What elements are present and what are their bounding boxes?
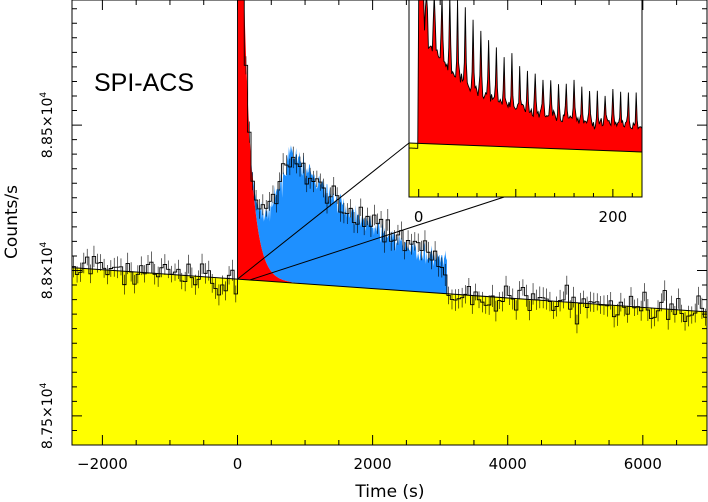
tick-marks xyxy=(72,0,707,446)
inset-emission-fill xyxy=(409,0,642,152)
panel-label: SPI-ACS xyxy=(94,69,194,97)
inset-x-ticks: 0 200 xyxy=(414,189,633,226)
y-tick-times: × xyxy=(40,115,56,127)
prompt-emission-fill xyxy=(237,0,292,283)
main-plot xyxy=(72,0,708,445)
inset-light-curve xyxy=(409,0,642,149)
plot-frame xyxy=(71,0,708,446)
y-tick-mantissa: 8.8 xyxy=(40,277,56,299)
y-tick-times: × xyxy=(40,406,56,418)
inset-background-fill xyxy=(409,143,642,197)
y-tick-base: 10 xyxy=(40,388,56,406)
inset-x-tick-label: 0 xyxy=(414,208,424,226)
y-tick-label: 8.85×104 xyxy=(39,92,56,159)
y-tick-label: 8.75×104 xyxy=(39,382,56,449)
y-tick-exponent: 4 xyxy=(39,241,49,247)
x-tick-label: −2000 xyxy=(77,455,128,473)
axis-ticks xyxy=(72,0,707,446)
y-tick-base: 10 xyxy=(40,247,56,265)
background-fill xyxy=(72,267,707,445)
y-tick-base: 10 xyxy=(40,98,56,116)
inset-x-tick-label: 200 xyxy=(599,208,628,226)
y-tick-mantissa: 8.85 xyxy=(40,127,56,158)
inset-tick-marks xyxy=(418,189,633,197)
background-model-line xyxy=(72,267,708,313)
zoom-line-start xyxy=(237,142,410,280)
x-tick-label: 2000 xyxy=(354,455,392,473)
y-tick-exponent: 4 xyxy=(39,382,49,388)
x-tick-label: 0 xyxy=(233,455,243,473)
inset-plot: 0 200 xyxy=(408,0,643,226)
error-bars xyxy=(73,56,706,334)
y-tick-mantissa: 8.75 xyxy=(40,418,56,449)
delayed-emission-fill xyxy=(251,144,447,294)
x-tick-labels: −2000 0 2000 4000 6000 xyxy=(77,455,662,473)
y-tick-label: 8.8×104 xyxy=(39,241,56,299)
y-tick-exponent: 4 xyxy=(39,92,49,98)
y-axis-title: Counts/s xyxy=(2,185,22,259)
inset-frame xyxy=(408,0,643,198)
x-tick-label: 6000 xyxy=(624,455,662,473)
y-tick-times: × xyxy=(40,265,56,277)
x-axis-title: Time (s) xyxy=(354,482,424,502)
inset-background-line xyxy=(409,142,642,153)
x-tick-label: 4000 xyxy=(489,455,527,473)
